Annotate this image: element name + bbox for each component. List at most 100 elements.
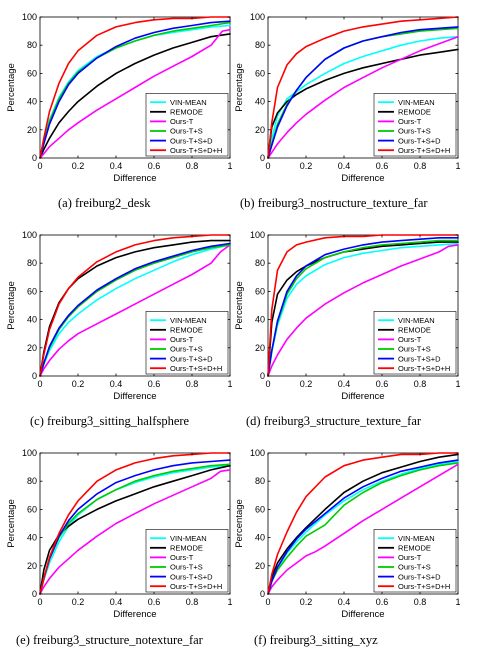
legend-label: Ours-T+S+D [170, 136, 213, 145]
y-axis-label: Percentage [234, 281, 245, 330]
y-tick-label: 0 [260, 589, 265, 599]
legend-label: Ours-T+S+D+H [170, 364, 222, 373]
y-axis-label: Percentage [6, 499, 17, 548]
y-tick-label: 0 [32, 371, 37, 381]
legend: VIN-MEANREMODEOurs-TOurs-T+SOurs-T+S+DOu… [373, 529, 457, 593]
y-tick-label: 20 [255, 343, 265, 353]
y-tick-label: 40 [255, 97, 265, 107]
y-tick-label: 80 [27, 40, 37, 50]
x-tick-label: 0.4 [110, 379, 123, 389]
legend-label: REMODE [170, 544, 203, 553]
series-line-ours-t-s [267, 462, 459, 595]
series-line-ours-t [267, 463, 459, 595]
x-tick-label: 0.6 [148, 597, 161, 607]
series-line-remode [39, 239, 231, 377]
x-tick-label: 0 [37, 161, 42, 171]
x-tick-label: 0.8 [186, 161, 199, 171]
chart-panel-d: 0 0.2 0.4 0.6 0.8 1 0 20 40 60 80 100 Difference Perc… [228, 218, 461, 414]
y-tick-label: 0 [260, 371, 265, 381]
series-line-ours-t [39, 469, 231, 595]
legend-label: Ours-T+S+D [398, 136, 441, 145]
chart-panel-a: 0 0.2 0.4 0.6 0.8 1 0 20 40 60 80 100 Difference Perc… [0, 0, 233, 196]
legend-label: REMODE [170, 108, 203, 117]
series-line-ours-t-s-d [39, 242, 231, 377]
y-axis-label: Percentage [6, 63, 17, 112]
legend-box [373, 311, 457, 375]
x-tick-label: 0.4 [110, 597, 123, 607]
x-tick-label: 1 [227, 379, 232, 389]
x-tick-label: 0.6 [376, 597, 389, 607]
y-tick-label: 100 [250, 448, 265, 458]
y-tick-label: 0 [32, 153, 37, 163]
legend-label: Ours-T+S+D+H [398, 364, 450, 373]
y-tick-label: 100 [22, 12, 37, 22]
x-tick-label: 1 [455, 597, 460, 607]
legend-label: VIN-MEAN [170, 98, 207, 107]
series-line-remode [39, 33, 231, 159]
x-tick-label: 0 [265, 597, 270, 607]
y-tick-label: 0 [260, 153, 265, 163]
caption-a: (a) freiburg2_desk [58, 196, 151, 210]
series-line-vin-mean [267, 35, 459, 159]
y-tick-label: 40 [27, 315, 37, 325]
line-chart: 0 0.2 0.4 0.6 0.8 1 0 20 40 60 80 100 Difference Perc… [234, 230, 461, 402]
x-tick-label: 0.4 [110, 161, 123, 171]
y-tick-label: 100 [22, 230, 37, 240]
series-line-ours-t [39, 244, 231, 377]
legend-label: REMODE [398, 326, 431, 335]
legend-label: Ours-T [170, 117, 194, 126]
caption-d: (d) freiburg3_structure_texture_far [246, 414, 422, 428]
x-tick-label: 0.4 [338, 597, 351, 607]
caption-b: (b) freiburg3_nostructure_texture_far [240, 196, 428, 210]
legend-label: VIN-MEAN [398, 316, 435, 325]
y-tick-label: 20 [27, 561, 37, 571]
chart-panel-c: 0 0.2 0.4 0.6 0.8 1 0 20 40 60 80 100 Difference Perc… [0, 218, 233, 414]
legend-label: Ours-T+S+D+H [170, 582, 222, 591]
legend: VIN-MEANREMODEOurs-TOurs-T+SOurs-T+S+DOu… [145, 93, 229, 157]
series-line-ours-t-s-d [267, 236, 459, 377]
legend-box [145, 529, 229, 593]
series-line-ours-t-s-d [267, 26, 459, 159]
x-tick-label: 0.8 [414, 379, 427, 389]
legend-label: Ours-T [398, 553, 422, 562]
legend-label: Ours-T+S [170, 563, 203, 572]
line-chart: 0 0.2 0.4 0.6 0.8 1 0 20 40 60 80 100 Difference Perc… [6, 448, 233, 620]
y-tick-label: 60 [27, 504, 37, 514]
x-tick-label: 1 [455, 161, 460, 171]
y-tick-label: 80 [255, 476, 265, 486]
x-tick-label: 1 [455, 379, 460, 389]
y-tick-label: 80 [27, 476, 37, 486]
y-axis-label: Percentage [6, 281, 17, 330]
y-axis-label: Percentage [234, 499, 245, 548]
x-axis-label: Difference [113, 609, 156, 620]
legend: VIN-MEANREMODEOurs-TOurs-T+SOurs-T+S+DOu… [145, 529, 229, 593]
chart-panel-b: 0 0.2 0.4 0.6 0.8 1 0 20 40 60 80 100 Difference Perc… [228, 0, 461, 196]
series-line-remode [39, 464, 231, 595]
legend-box [373, 93, 457, 157]
y-tick-label: 20 [255, 561, 265, 571]
legend-label: Ours-T+S+D+H [170, 146, 222, 155]
legend-label: Ours-T+S+D+H [398, 146, 450, 155]
series-line-ours-t [39, 28, 231, 159]
x-tick-label: 0.6 [148, 161, 161, 171]
y-tick-label: 60 [255, 504, 265, 514]
x-tick-label: 0 [37, 597, 42, 607]
series-line-ours-t-s-d-h [267, 234, 459, 377]
x-tick-label: 0.2 [300, 597, 313, 607]
legend-label: Ours-T+S [170, 345, 203, 354]
legend: VIN-MEANREMODEOurs-TOurs-T+SOurs-T+S+DOu… [145, 311, 229, 375]
legend: VIN-MEANREMODEOurs-TOurs-T+SOurs-T+S+DOu… [373, 93, 457, 157]
legend-box [145, 93, 229, 157]
y-tick-label: 20 [27, 125, 37, 135]
x-tick-label: 0.4 [338, 379, 351, 389]
y-tick-label: 60 [27, 68, 37, 78]
legend-label: Ours-T [398, 335, 422, 344]
y-tick-label: 80 [255, 40, 265, 50]
legend-label: Ours-T+S [170, 127, 203, 136]
x-axis-label: Difference [341, 391, 384, 402]
x-tick-label: 0.2 [300, 379, 313, 389]
y-tick-label: 20 [27, 343, 37, 353]
series-line-remode [267, 453, 459, 595]
series-line-ours-t-s-d [267, 459, 459, 595]
chart-panel-f: 0 0.2 0.4 0.6 0.8 1 0 20 40 60 80 100 Difference Perc… [228, 436, 461, 632]
